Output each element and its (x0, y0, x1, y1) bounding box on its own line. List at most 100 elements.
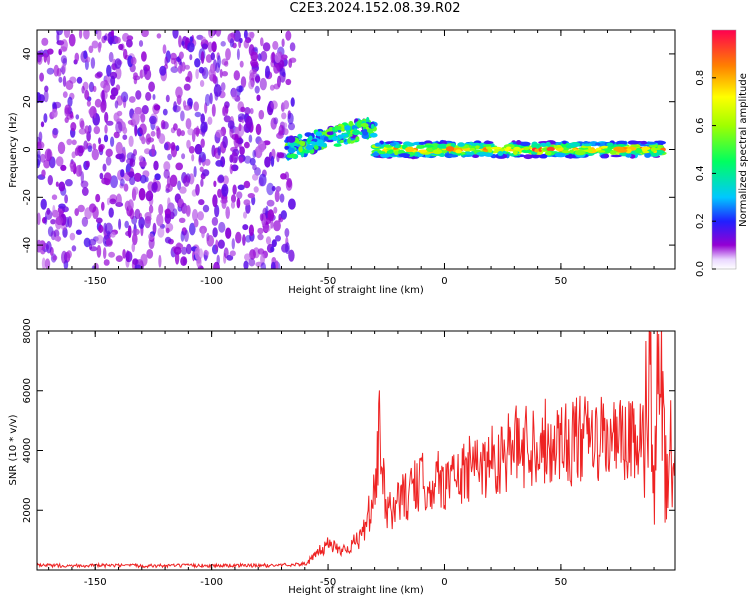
heatmap-cell (616, 144, 627, 147)
heatmap-cell (52, 255, 58, 261)
heatmap-cell (43, 52, 48, 63)
heatmap-cell (157, 227, 165, 238)
heatmap-cell (221, 199, 227, 210)
heatmap-cell (259, 213, 264, 222)
heatmap-cell (270, 246, 275, 253)
x-tick-label: -50 (320, 577, 336, 588)
heatmap-cell (217, 188, 222, 198)
heatmap-cell (217, 239, 225, 249)
heatmap-cell (130, 56, 137, 66)
heatmap-cell (270, 155, 275, 167)
heatmap-cell (131, 242, 136, 253)
heatmap-cell (91, 265, 95, 269)
heatmap-cell (221, 71, 228, 77)
heatmap-cell (266, 182, 275, 196)
heatmap-cell (236, 85, 244, 93)
heatmap-cell (570, 143, 579, 147)
heatmap-cell (103, 82, 111, 93)
heatmap-cell (103, 134, 109, 143)
heatmap-cell (437, 143, 449, 149)
heatmap-cell (644, 152, 651, 158)
heatmap-cell (198, 248, 203, 259)
heatmap-cell (175, 86, 183, 99)
heatmap-cell (150, 130, 156, 137)
heatmap-cell (50, 219, 56, 225)
x-tick-label: 0 (441, 577, 447, 588)
heatmap-cell (212, 194, 218, 208)
heatmap-cell (344, 125, 351, 131)
heatmap-cell (196, 256, 202, 268)
heatmap-cell (128, 171, 135, 178)
heatmap-cell (129, 208, 135, 220)
heatmap-cell (222, 104, 229, 117)
heatmap-cell (299, 141, 306, 147)
heatmap-cell (140, 113, 146, 123)
heatmap-cell (185, 76, 191, 82)
heatmap-cell (462, 154, 473, 157)
heatmap-cell (199, 166, 204, 173)
heatmap-cell (109, 36, 113, 46)
heatmap-cell (274, 52, 281, 64)
heatmap-cell (279, 67, 286, 76)
heatmap-cell (348, 133, 353, 137)
heatmap-cell (67, 96, 73, 108)
heatmap-cell (52, 101, 57, 109)
heatmap-cell (98, 137, 102, 145)
heatmap-cell (240, 76, 247, 88)
heatmap-cell (198, 66, 205, 74)
heatmap-cell (141, 105, 149, 115)
heatmap-cell (333, 143, 342, 147)
heatmap-cell (634, 147, 643, 154)
heatmap-cell (200, 138, 205, 148)
heatmap-cell (186, 139, 191, 149)
heatmap-cell (316, 139, 324, 148)
heatmap-cell (469, 147, 476, 151)
heatmap-cell (207, 41, 213, 53)
heatmap-cell (104, 111, 109, 123)
heatmap-cell (606, 142, 614, 147)
heatmap-cell (188, 146, 195, 154)
heatmap-cell (57, 141, 66, 155)
heatmap-cell (229, 250, 236, 257)
heatmap-cell (275, 235, 281, 242)
heatmap-cell (89, 246, 98, 252)
heatmap-cell (189, 54, 193, 61)
heatmap-cell (95, 193, 101, 203)
spectrogram-panel: -150 -100 -50 0 50 -40 -20 0 20 40 Height of str… (8, 29, 676, 296)
heatmap-cell (217, 174, 225, 183)
heatmap-cell (194, 58, 201, 68)
heatmap-cell (238, 123, 242, 132)
heatmap-cell (46, 53, 51, 66)
heatmap-cell (93, 126, 101, 135)
heatmap-cell (39, 72, 44, 82)
heatmap-cell (164, 236, 172, 244)
y-tick-label: 6000 (22, 378, 33, 403)
heatmap-cell (60, 164, 67, 171)
heatmap-cell (70, 122, 77, 132)
heatmap-cell (134, 264, 142, 269)
heatmap-cell (146, 249, 154, 259)
heatmap-cell (38, 94, 45, 104)
heatmap-cell (204, 158, 211, 166)
heatmap-cell (243, 211, 247, 219)
heatmap-cell (180, 130, 185, 137)
heatmap-cell (106, 120, 114, 126)
heatmap-cell (41, 257, 46, 269)
y-tick-label: -40 (22, 237, 33, 253)
heatmap-cell (193, 166, 197, 178)
heatmap-cell (398, 153, 411, 158)
heatmap-cell (200, 121, 208, 133)
y-tick-label: 8000 (22, 318, 33, 343)
heatmap-cell (415, 146, 425, 149)
heatmap-cell (610, 154, 622, 158)
heatmap-cell (252, 149, 256, 159)
x-tick-label: -100 (200, 577, 223, 588)
heatmap-cell (61, 63, 67, 74)
heatmap-cell (280, 210, 287, 220)
heatmap-cell (220, 41, 226, 47)
heatmap-cell (93, 107, 97, 119)
heatmap-cell (65, 179, 73, 187)
heatmap-cell (561, 150, 571, 154)
heatmap-cell (212, 75, 218, 84)
heatmap-cell (105, 156, 112, 166)
